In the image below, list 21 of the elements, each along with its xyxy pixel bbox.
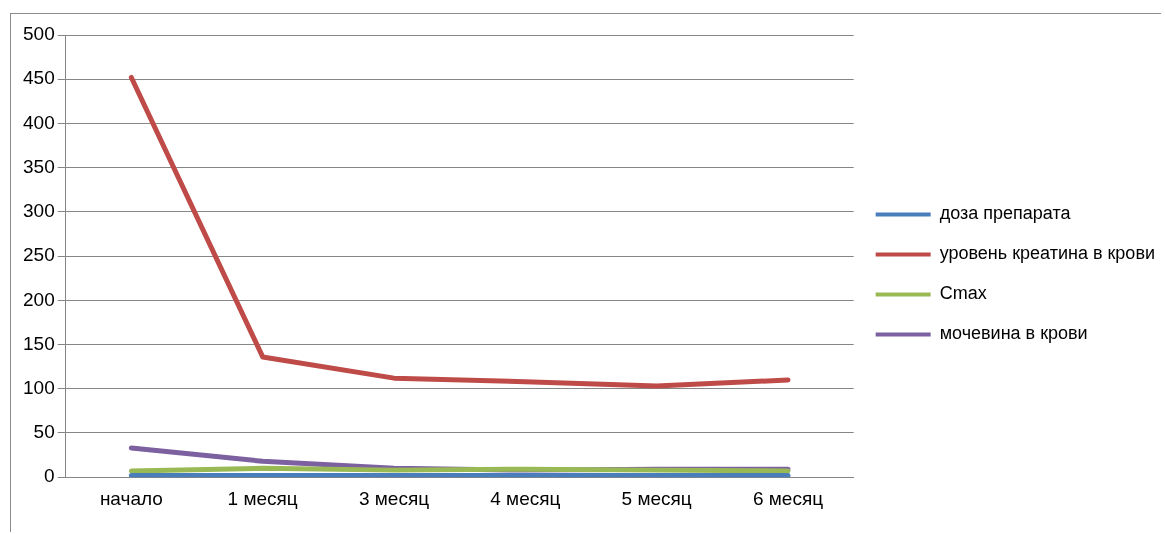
x-tick-label: 6 месяц (752, 487, 824, 509)
x-tick-label: начало (99, 487, 163, 509)
y-tick-label: 150 (23, 332, 55, 354)
y-tick-label: 100 (23, 376, 55, 398)
y-tick-label: 400 (23, 111, 55, 133)
y-tick-label: 350 (23, 155, 55, 177)
x-tick-label: 5 месяц (621, 487, 692, 509)
y-tick-label: 500 (23, 23, 55, 45)
y-tick-label: 450 (23, 67, 55, 89)
legend-label: уровень креатина в крови (939, 243, 1156, 264)
legend-label: мочевина в крови (939, 323, 1088, 344)
x-tick-label: 3 месяц (358, 487, 430, 509)
y-tick-label: 50 (33, 421, 55, 443)
y-tick-label: 250 (23, 244, 55, 266)
y-tick-label: 200 (23, 288, 55, 310)
legend-label: доза препарата (939, 203, 1072, 224)
y-tick-label: 0 (44, 465, 55, 487)
legend-label: Cmax (939, 283, 987, 304)
x-tick-label: 4 месяц (490, 487, 561, 509)
y-tick-label: 300 (23, 200, 55, 222)
x-tick-label: 1 месяц (227, 487, 298, 509)
